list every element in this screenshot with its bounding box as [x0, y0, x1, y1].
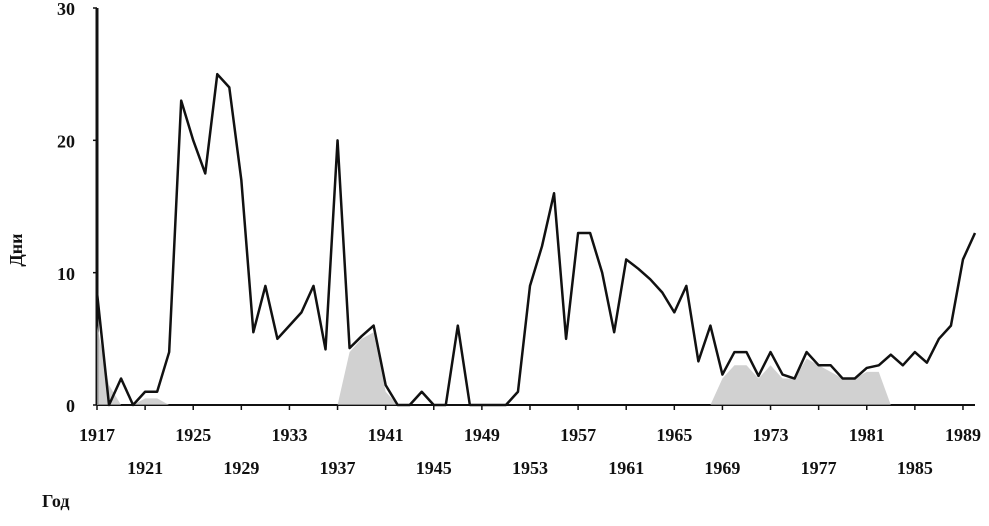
x-tick-label: 1929 — [223, 458, 259, 478]
y-tick-label: 10 — [57, 264, 75, 284]
x-tick-label: 1925 — [175, 425, 211, 445]
y-tick-label: 30 — [57, 0, 75, 19]
x-tick-label: 1921 — [127, 458, 163, 478]
shaded-area — [97, 325, 975, 405]
y-axis-label: Дни — [6, 233, 26, 266]
y-tick-label: 20 — [57, 131, 75, 151]
x-tick-label: 1989 — [945, 425, 981, 445]
x-tick-label: 1945 — [416, 458, 452, 478]
x-tick-label: 1985 — [897, 458, 933, 478]
x-axis-label: Год — [42, 491, 69, 511]
x-tick-label: 1969 — [704, 458, 740, 478]
x-tick-label: 1941 — [368, 425, 404, 445]
x-tick-label: 1933 — [271, 425, 307, 445]
x-tick-label: 1957 — [560, 425, 596, 445]
x-tick-label: 1981 — [849, 425, 885, 445]
x-tick-label: 1965 — [656, 425, 692, 445]
x-tick-label: 1973 — [753, 425, 789, 445]
x-tick-label: 1977 — [801, 458, 837, 478]
x-tick-label: 1961 — [608, 458, 644, 478]
x-tick-label: 1937 — [320, 458, 356, 478]
x-tick-label: 1917 — [79, 425, 115, 445]
x-tick-label: 1949 — [464, 425, 500, 445]
data-line — [95, 72, 977, 407]
x-tick-label: 1953 — [512, 458, 548, 478]
y-tick-label: 0 — [66, 396, 75, 416]
